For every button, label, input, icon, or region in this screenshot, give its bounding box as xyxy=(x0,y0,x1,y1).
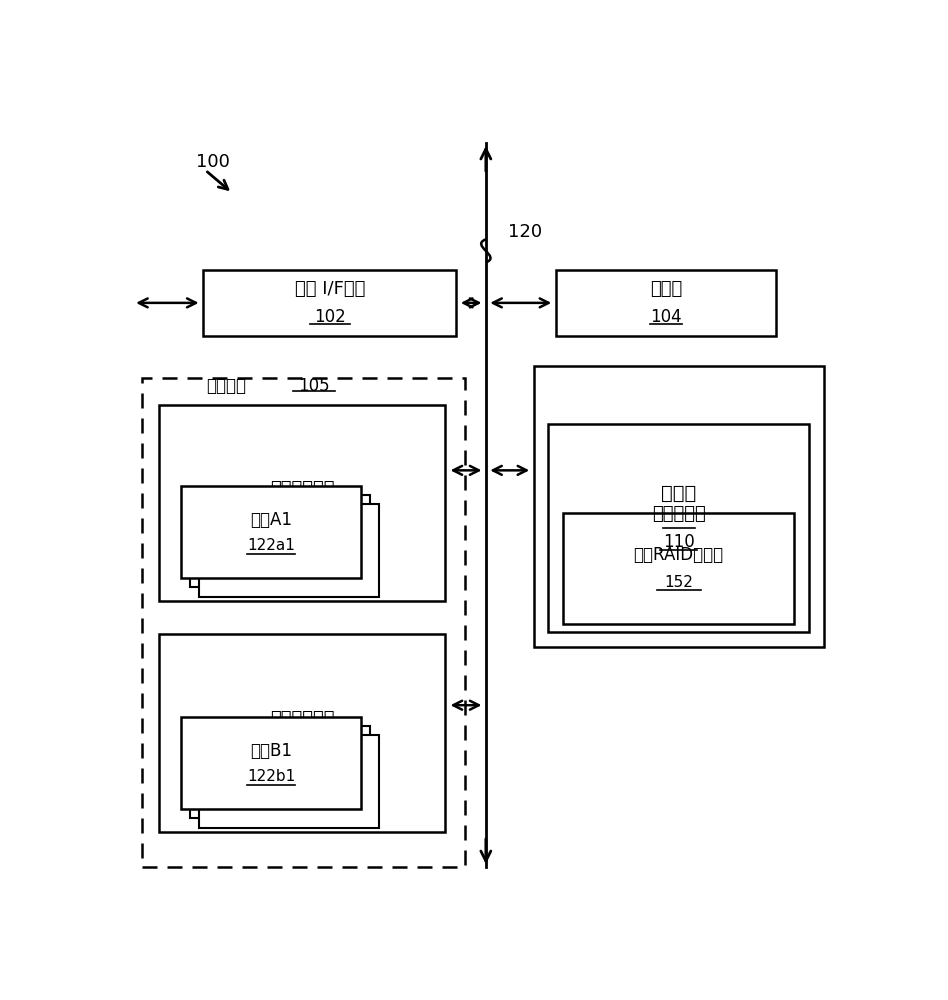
Text: 152: 152 xyxy=(665,575,693,590)
FancyBboxPatch shape xyxy=(203,270,456,336)
Text: 106a: 106a xyxy=(282,508,323,526)
Text: 105: 105 xyxy=(299,377,330,395)
FancyBboxPatch shape xyxy=(190,726,370,818)
Text: 120: 120 xyxy=(508,223,542,241)
Text: 分区B1: 分区B1 xyxy=(250,742,292,760)
Text: 网络 I/F模块: 网络 I/F模块 xyxy=(295,280,365,298)
Text: 110: 110 xyxy=(663,533,695,551)
FancyBboxPatch shape xyxy=(548,424,810,632)
Text: 122b1: 122b1 xyxy=(246,769,295,784)
Text: 存储器: 存储器 xyxy=(661,484,697,503)
Text: 处理器: 处理器 xyxy=(649,280,682,298)
Text: 122a1: 122a1 xyxy=(247,538,295,553)
FancyBboxPatch shape xyxy=(159,634,446,832)
Text: 第一存储设备: 第一存储设备 xyxy=(270,480,335,498)
FancyBboxPatch shape xyxy=(181,717,361,809)
FancyBboxPatch shape xyxy=(142,378,465,867)
Text: 存储系统: 存储系统 xyxy=(207,377,246,395)
Text: 自动RAID配置器: 自动RAID配置器 xyxy=(633,546,723,564)
FancyBboxPatch shape xyxy=(534,366,824,647)
FancyBboxPatch shape xyxy=(556,270,776,336)
Text: 分区A1: 分区A1 xyxy=(250,511,292,529)
Text: 磁盘管理器: 磁盘管理器 xyxy=(652,505,705,523)
FancyBboxPatch shape xyxy=(198,735,378,828)
FancyBboxPatch shape xyxy=(563,513,794,624)
FancyBboxPatch shape xyxy=(190,495,370,587)
Text: 106b: 106b xyxy=(282,738,323,756)
Text: 108: 108 xyxy=(662,512,696,530)
Text: 100: 100 xyxy=(195,153,229,171)
Text: 102: 102 xyxy=(314,308,346,326)
FancyBboxPatch shape xyxy=(159,405,446,601)
Text: 第二存储设备: 第二存储设备 xyxy=(270,710,335,728)
Text: 104: 104 xyxy=(650,308,682,326)
FancyBboxPatch shape xyxy=(181,486,361,578)
FancyBboxPatch shape xyxy=(198,504,378,597)
